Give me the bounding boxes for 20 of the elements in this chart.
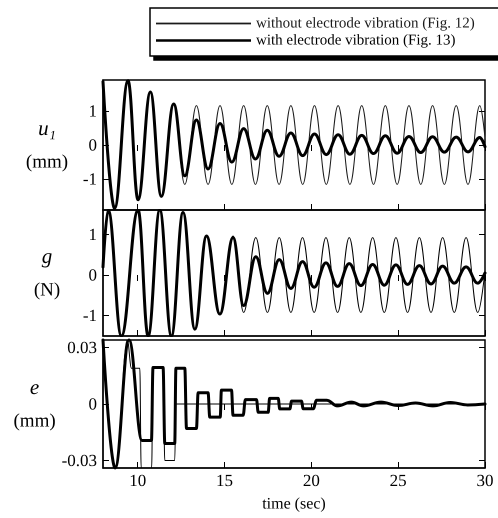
text: without electrode vibration (Fig. 12) (256, 16, 475, 32)
y-tick-label: -1 (82, 170, 97, 189)
y-tick-label: 1 (88, 101, 97, 120)
y-tick-label: 0 (88, 394, 97, 414)
x-tick-label: 20 (302, 471, 320, 490)
y-axis-title: g (N) (34, 244, 60, 300)
text: with electrode vibration (Fig. 13) (256, 32, 456, 48)
x-tick-label: 25 (390, 471, 407, 490)
y-tick-label: 0 (88, 136, 97, 154)
y-tick-label: 0 (88, 266, 97, 285)
y-tick-label: 0.03 (67, 338, 97, 358)
y-tick-label: 1 (88, 224, 97, 244)
y-tick-label: -1 (82, 306, 97, 326)
x-tick-label: 10 (129, 471, 146, 490)
x-axis-title: time (sec) (262, 496, 326, 512)
x-tick-label: 30 (476, 471, 494, 490)
x-tick-label: 15 (216, 471, 234, 490)
y-tick-label: -0.03 (62, 450, 97, 470)
y-axis-title: e (mm) (13, 375, 56, 432)
y-axis-title: u₁ (mm) (26, 116, 68, 172)
